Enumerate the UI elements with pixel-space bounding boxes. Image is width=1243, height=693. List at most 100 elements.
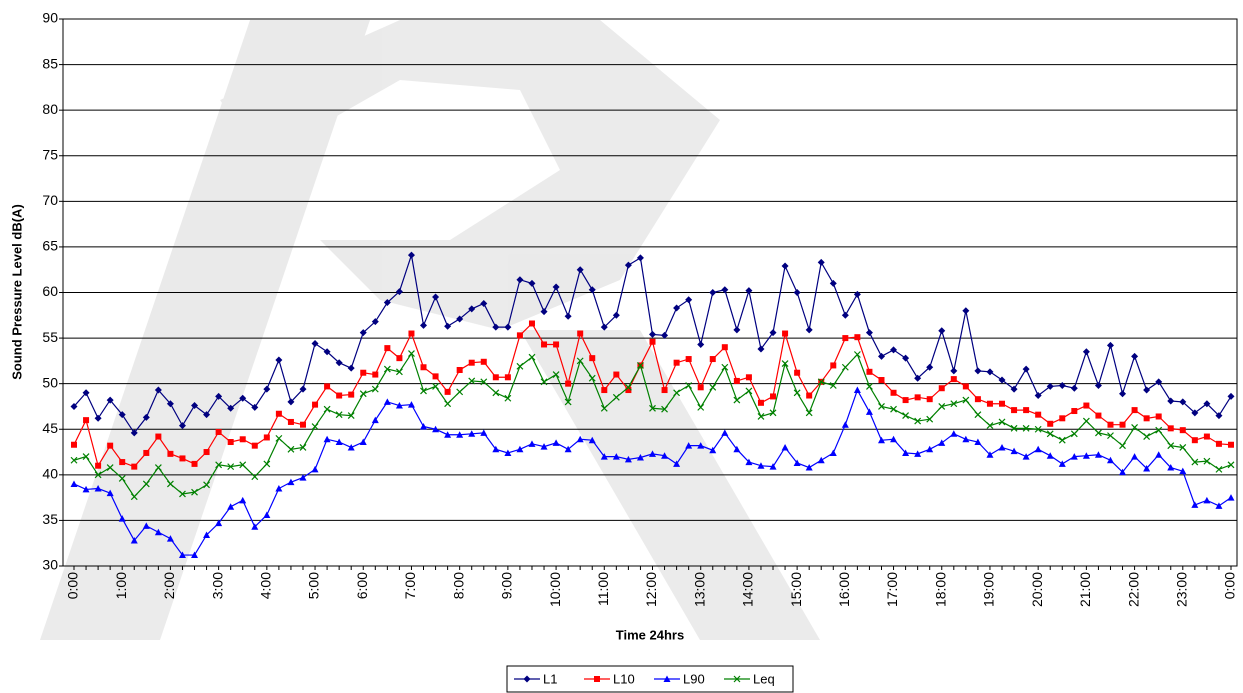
- marker: [974, 411, 982, 419]
- y-tick-label: 80: [42, 101, 58, 117]
- marker: [697, 442, 705, 449]
- marker: [926, 363, 934, 371]
- marker: [866, 382, 873, 390]
- marker: [239, 461, 247, 469]
- marker: [1070, 430, 1078, 438]
- marker: [106, 396, 114, 404]
- marker: [335, 411, 343, 419]
- marker: [323, 435, 331, 443]
- marker: [552, 283, 560, 291]
- marker: [612, 393, 620, 401]
- y-tick-label: 30: [42, 557, 58, 573]
- series: [70, 350, 1235, 501]
- marker: [1203, 496, 1211, 504]
- marker: [902, 412, 910, 419]
- marker: [950, 376, 957, 383]
- marker: [842, 335, 849, 342]
- marker: [564, 445, 572, 453]
- marker: [215, 392, 223, 400]
- marker: [1143, 464, 1151, 472]
- x-tick-label: 14:00: [740, 572, 756, 607]
- marker: [806, 392, 813, 399]
- marker: [166, 535, 174, 542]
- marker: [926, 445, 934, 453]
- marker: [1083, 402, 1090, 409]
- marker: [854, 334, 861, 341]
- marker: [817, 378, 825, 386]
- legend-label: L10: [613, 671, 635, 686]
- marker: [239, 436, 246, 443]
- marker: [552, 439, 560, 446]
- marker: [420, 387, 427, 395]
- marker: [528, 353, 536, 361]
- y-tick-label: 50: [42, 374, 58, 390]
- marker: [1228, 441, 1234, 448]
- marker: [649, 330, 656, 338]
- x-tick-label: 6:00: [354, 572, 370, 599]
- marker: [1131, 453, 1139, 460]
- marker: [841, 311, 849, 319]
- marker: [154, 386, 162, 394]
- marker: [347, 364, 355, 372]
- marker: [528, 320, 535, 327]
- marker: [516, 276, 524, 284]
- marker: [553, 341, 560, 348]
- marker: [998, 418, 1006, 426]
- series: [71, 320, 1234, 470]
- legend-label: L90: [683, 671, 705, 686]
- marker: [709, 446, 717, 454]
- marker: [685, 382, 693, 389]
- marker: [1010, 424, 1018, 432]
- marker: [974, 396, 981, 403]
- marker: [914, 374, 922, 382]
- marker: [661, 387, 668, 394]
- marker: [589, 355, 596, 362]
- marker: [287, 478, 295, 486]
- marker: [420, 423, 428, 430]
- marker: [625, 387, 632, 394]
- marker: [624, 261, 632, 269]
- marker: [142, 413, 150, 421]
- marker: [203, 411, 211, 419]
- marker: [600, 453, 608, 460]
- marker: [697, 340, 705, 348]
- y-tick-label: 40: [42, 466, 58, 482]
- marker: [1155, 426, 1163, 434]
- marker: [769, 463, 777, 470]
- marker: [661, 452, 669, 459]
- marker: [733, 377, 740, 384]
- marker: [287, 398, 295, 406]
- marker: [1179, 467, 1187, 475]
- marker: [383, 398, 391, 405]
- marker: [420, 321, 428, 329]
- marker: [359, 390, 367, 398]
- marker: [191, 460, 198, 467]
- marker: [251, 523, 259, 530]
- marker: [613, 371, 620, 378]
- marker: [516, 445, 524, 453]
- marker: [371, 385, 379, 393]
- marker: [636, 454, 644, 461]
- marker: [733, 445, 741, 453]
- marker: [227, 463, 235, 471]
- marker: [251, 403, 259, 411]
- marker: [962, 396, 970, 404]
- marker: [697, 403, 705, 411]
- marker: [1203, 400, 1211, 408]
- marker: [227, 404, 235, 412]
- marker: [661, 331, 669, 339]
- marker: [1143, 433, 1151, 440]
- marker: [649, 338, 656, 345]
- x-tick-label: 4:00: [258, 572, 274, 599]
- marker: [1022, 453, 1030, 460]
- marker: [781, 262, 789, 270]
- marker: [709, 383, 717, 391]
- marker: [1215, 465, 1223, 473]
- marker: [1059, 415, 1066, 422]
- x-tick-label: 5:00: [306, 572, 322, 599]
- marker: [227, 439, 234, 446]
- marker: [673, 304, 681, 312]
- x-tick-label: 3:00: [209, 572, 225, 599]
- marker: [926, 396, 933, 403]
- marker: [1155, 413, 1162, 420]
